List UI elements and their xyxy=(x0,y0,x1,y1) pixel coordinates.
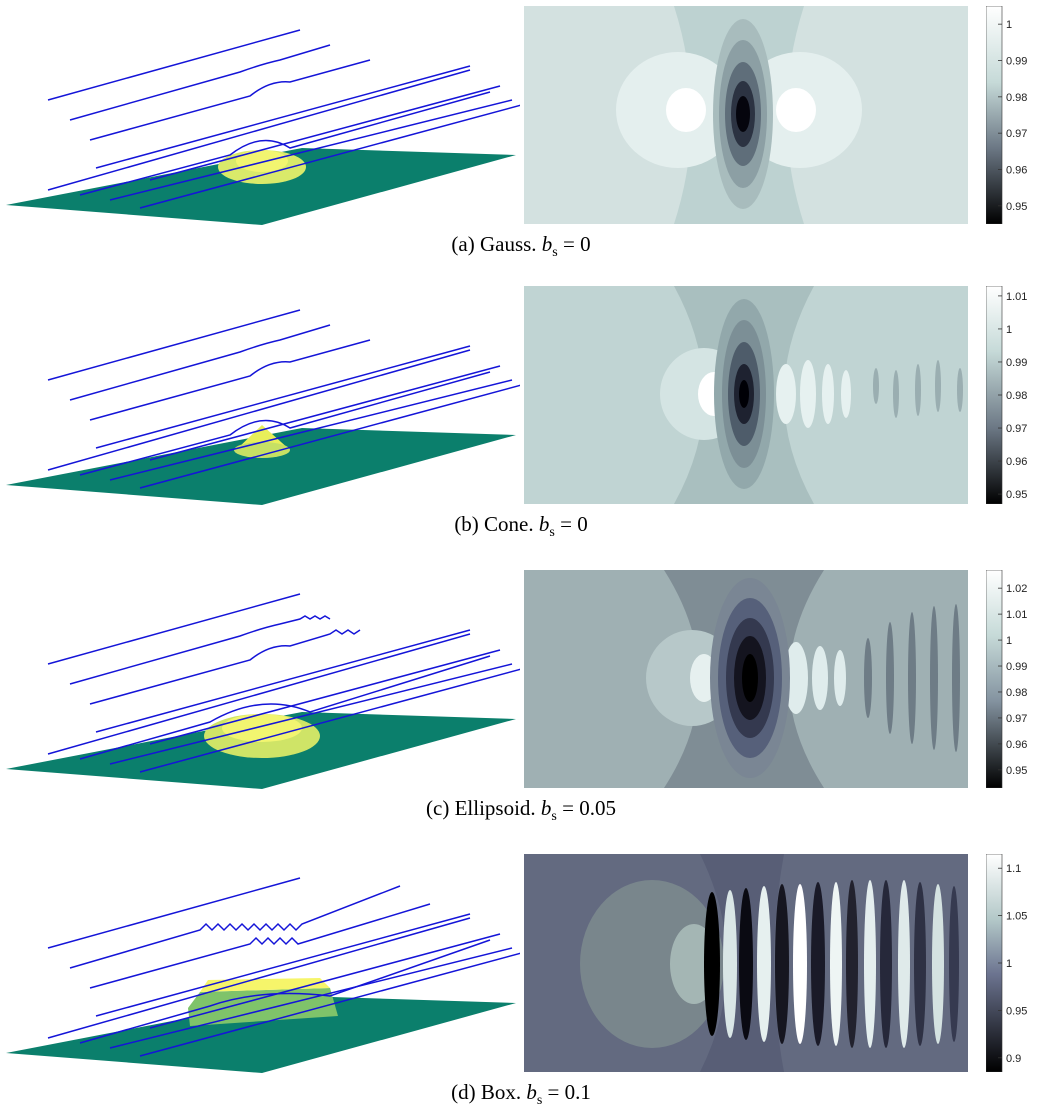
contour-plot xyxy=(524,6,968,224)
panel-d: 1.1 1.05 1 0.95 0.9 (d) Box. bs = 0.1 xyxy=(0,848,1042,1112)
surface-streamline-plot xyxy=(6,877,520,1073)
colorbar: 1.01 1 0.99 0.98 0.97 0.96 0.95 xyxy=(986,286,1027,504)
colorbar-tick-label: 0.9 xyxy=(1006,1053,1021,1065)
colorbar: 1 0.99 0.98 0.97 0.96 0.95 xyxy=(986,6,1027,224)
colorbar-tick-label: 1.01 xyxy=(1006,609,1027,621)
colorbar-tick-label: 1 xyxy=(1006,635,1012,647)
colorbar: 1.02 1.01 1 0.99 0.98 0.97 0.96 0.95 xyxy=(986,570,1027,788)
colorbar-ticks: 1.1 1.05 1 0.95 0.9 xyxy=(998,863,1027,1065)
colorbar-tick-label: 1.05 xyxy=(1006,911,1027,923)
contour-plot xyxy=(524,286,968,504)
base-plane xyxy=(6,428,516,505)
caption: (b) Cone. bs = 0 xyxy=(454,512,588,541)
colorbar-tick-label: 0.96 xyxy=(1006,165,1027,177)
panel-c: 1.02 1.01 1 0.99 0.98 0.97 0.96 0.95 (c) Ellips… xyxy=(0,564,1042,842)
colorbar-tick-label: 1 xyxy=(1006,324,1012,336)
colorbar-ticks: 1 0.99 0.98 0.97 0.96 0.95 xyxy=(998,19,1027,213)
colorbar-tick-label: 0.98 xyxy=(1006,390,1027,402)
colorbar-tick-label: 0.99 xyxy=(1006,357,1027,369)
colorbar-tick-label: 0.96 xyxy=(1006,456,1027,468)
streamlines xyxy=(47,877,520,1057)
colorbar: 1.1 1.05 1 0.95 0.9 xyxy=(986,854,1027,1072)
base-plane xyxy=(6,996,516,1073)
surface-streamline-plot xyxy=(6,29,520,225)
colorbar-tick-label: 1.01 xyxy=(1006,291,1027,303)
colorbar-tick-label: 0.96 xyxy=(1006,739,1027,751)
streamlines xyxy=(47,309,520,489)
contour-plot xyxy=(524,570,968,788)
caption: (c) Ellipsoid. bs = 0.05 xyxy=(426,796,616,825)
bump xyxy=(188,988,338,1026)
colorbar-tick-label: 1.1 xyxy=(1006,863,1021,875)
colorbar-ticks: 1.01 1 0.99 0.98 0.97 0.96 0.95 xyxy=(998,291,1027,501)
colorbar-tick-label: 0.95 xyxy=(1006,1005,1027,1017)
base-plane xyxy=(6,148,516,225)
colorbar-tick-label: 1 xyxy=(1006,958,1012,970)
surface-streamline-plot xyxy=(6,309,520,505)
colorbar-tick-label: 0.97 xyxy=(1006,423,1027,435)
caption: (d) Box. bs = 0.1 xyxy=(451,1080,591,1109)
colorbar-tick-label: 0.97 xyxy=(1006,128,1027,140)
panel-b: 1.01 1 0.99 0.98 0.97 0.96 0.95 (b) Cone. bs =… xyxy=(0,280,1042,558)
colorbar-ticks: 1.02 1.01 1 0.99 0.98 0.97 0.96 0.95 xyxy=(998,583,1027,777)
colorbar-tick-label: 0.95 xyxy=(1006,489,1027,501)
colorbar-tick-label: 0.99 xyxy=(1006,56,1027,68)
colorbar-tick-label: 0.95 xyxy=(1006,201,1027,213)
colorbar-tick-label: 1.02 xyxy=(1006,583,1027,595)
colorbar-tick-label: 0.95 xyxy=(1006,765,1027,777)
streamlines xyxy=(47,29,520,209)
panel-a: 1 0.99 0.98 0.97 0.96 0.95 (a) Gauss. bs = 0 xyxy=(0,0,1042,278)
colorbar-tick-label: 0.97 xyxy=(1006,713,1027,725)
caption: (a) Gauss. bs = 0 xyxy=(451,232,591,261)
contour-plot xyxy=(524,854,968,1072)
colorbar-tick-label: 0.98 xyxy=(1006,92,1027,104)
wave-bands xyxy=(704,880,959,1048)
streamlines xyxy=(47,593,520,773)
colorbar-tick-label: 0.99 xyxy=(1006,661,1027,673)
surface-streamline-plot xyxy=(6,593,520,789)
colorbar-tick-label: 1 xyxy=(1006,19,1012,31)
colorbar-tick-label: 0.98 xyxy=(1006,687,1027,699)
